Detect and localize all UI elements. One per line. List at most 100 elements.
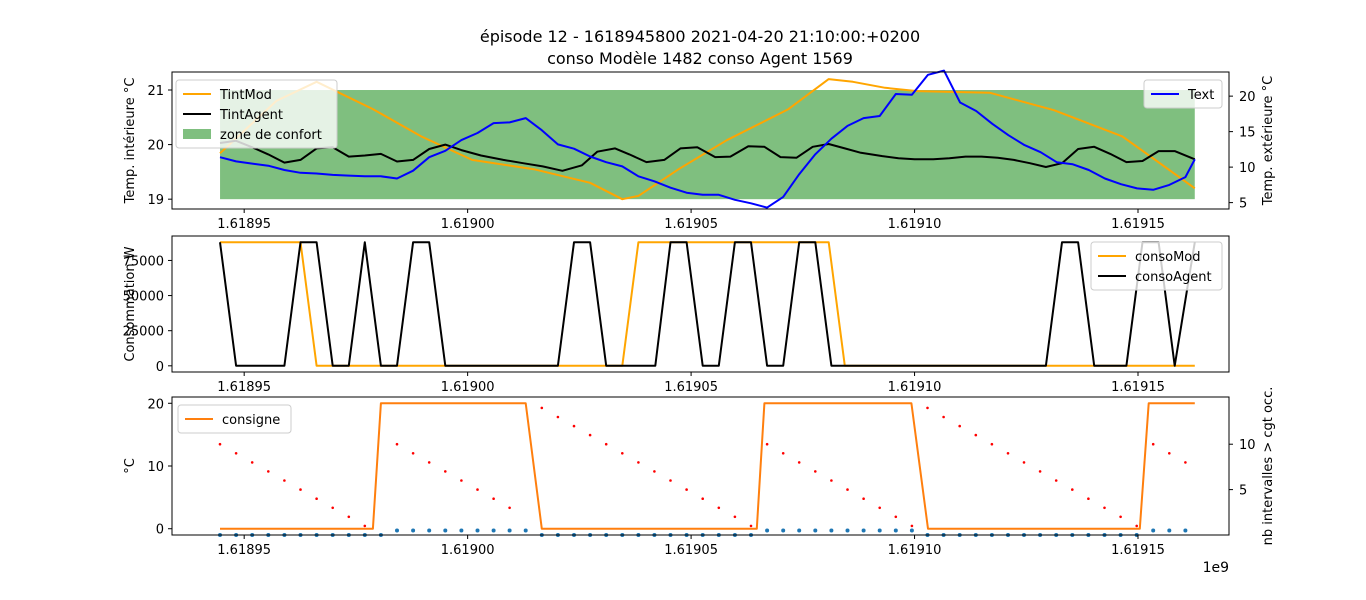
y-tick-label: 20 [147, 139, 164, 154]
red-scatter-point [846, 488, 849, 491]
y-axis-label: °C [123, 458, 138, 474]
blue-scatter-point [861, 528, 866, 533]
red-scatter-point [588, 433, 592, 437]
y-tick-label: 10 [147, 460, 164, 475]
legend-swatch [183, 129, 211, 139]
legend-box [1143, 79, 1223, 109]
red-scatter-point [926, 406, 929, 410]
x-tick-label: 1.61905 [664, 543, 718, 558]
y-right-tick-label: 5 [1239, 484, 1247, 499]
y-tick-label: 25000 [123, 325, 164, 340]
blue-scatter-point [909, 528, 914, 533]
red-scatter-point [283, 479, 286, 482]
x-tick-label: 1.61905 [664, 380, 718, 395]
legend-label: TintMod [219, 88, 272, 103]
x-tick-label: 1.61895 [217, 543, 271, 558]
series-line-consomod [220, 241, 1195, 367]
blue-scatter-point [829, 528, 834, 533]
red-scatter-point [637, 461, 640, 464]
red-scatter-point [427, 461, 431, 464]
blue-scatter-point [491, 528, 496, 533]
setpoint-panel: 1.61895 1.61900 1.61905 1.61910 1.61915 0 10 20… [123, 387, 1276, 558]
red-scatter-point [814, 470, 817, 473]
red-scatter-point [749, 524, 753, 528]
red-scatter-point [894, 515, 898, 519]
red-scatter-point [781, 452, 785, 455]
series-line-consoagent [219, 241, 1196, 367]
red-scatter-point [1135, 524, 1138, 528]
red-scatter-point [508, 506, 511, 510]
axes-frame [171, 396, 1230, 536]
blue-scatter-point [507, 528, 512, 533]
red-scatter-point [878, 506, 881, 510]
axes-frame [171, 235, 1230, 373]
y-tick-label: 75000 [123, 254, 164, 269]
red-scatter-point [1054, 479, 1058, 482]
red-scatter-point [234, 452, 238, 455]
x-tick-label: 1.61900 [441, 217, 495, 232]
red-scatter-point [1038, 470, 1042, 473]
y-tick-label: 0 [156, 523, 164, 538]
series-line-consigne [220, 402, 1195, 530]
y-axis-label: Temp. intérieure °C [123, 78, 138, 205]
y-tick-label: 50000 [123, 290, 164, 305]
x-tick-label: 1.61900 [441, 543, 495, 558]
series-line-tintagent [219, 139, 1196, 172]
red-scatter-point [395, 442, 399, 446]
blue-scatter-point [1183, 528, 1188, 533]
red-scatter-point [653, 470, 656, 473]
red-scatter-point [363, 524, 367, 528]
red-scatter-point [1168, 452, 1171, 455]
red-scatter-point [1103, 506, 1106, 510]
y-tick-label: 19 [147, 193, 164, 208]
figure-title-line1: épisode 12 - 1618945800 2021-04-20 21:10… [480, 27, 920, 46]
red-scatter-point [733, 515, 737, 519]
blue-scatter-point [893, 528, 898, 533]
y-tick-label: 0 [156, 360, 164, 375]
red-scatter-point [411, 452, 415, 455]
red-scatter-point [942, 415, 945, 419]
red-scatter-point [250, 461, 254, 464]
x-tick-label: 1.61910 [888, 217, 942, 232]
red-scatter-point [556, 415, 560, 419]
red-scatter-point [765, 442, 769, 446]
legend-label: TintAgent [219, 108, 283, 123]
legend-box [1090, 241, 1223, 291]
red-scatter-point [830, 479, 833, 482]
blue-scatter-point [427, 528, 432, 533]
blue-scatter-point [877, 528, 882, 533]
red-scatter-point [1087, 497, 1090, 501]
red-scatter-point [717, 506, 721, 510]
red-scatter-point [1006, 452, 1010, 455]
blue-scatter-point [475, 528, 480, 533]
x-tick-label: 1.61895 [217, 217, 271, 232]
blue-scatter-point [523, 528, 528, 533]
x-tick-label: 1.61895 [217, 380, 271, 395]
series-line-text [219, 69, 1196, 209]
red-scatter-point [990, 442, 994, 446]
x-tick-label: 1.61915 [1111, 380, 1165, 395]
red-scatter-point [701, 497, 704, 501]
blue-scatter-point [1151, 528, 1156, 533]
y-right-axis-label: Temp. extérieure °C [1261, 76, 1276, 206]
y-right-tick-label: 20 [1239, 90, 1256, 105]
red-scatter-point [347, 515, 351, 519]
x-offset-label: 1e9 [1203, 560, 1229, 576]
blue-scatter-point [797, 528, 802, 533]
temperature-panel: 1.61895 1.61900 1.61905 1.61910 1.61915 19 20 2… [123, 69, 1276, 232]
red-scatter-point [267, 470, 270, 473]
red-scatter-point [331, 506, 335, 510]
consumption-panel: 1.61895 1.61900 1.61905 1.61910 1.61915 0 2500… [123, 235, 1230, 395]
red-scatter-point [958, 424, 961, 428]
red-scatter-point [540, 406, 544, 410]
axes-frame [171, 71, 1230, 210]
red-scatter-point [685, 488, 688, 491]
y-right-tick-label: 5 [1239, 197, 1247, 212]
y-right-tick-label: 15 [1239, 126, 1256, 141]
red-scatter-point [974, 433, 978, 437]
red-scatter-point [492, 497, 495, 501]
red-scatter-point [572, 424, 576, 428]
legend-label: zone de confort [220, 128, 322, 143]
y-right-tick-label: 10 [1239, 438, 1256, 453]
